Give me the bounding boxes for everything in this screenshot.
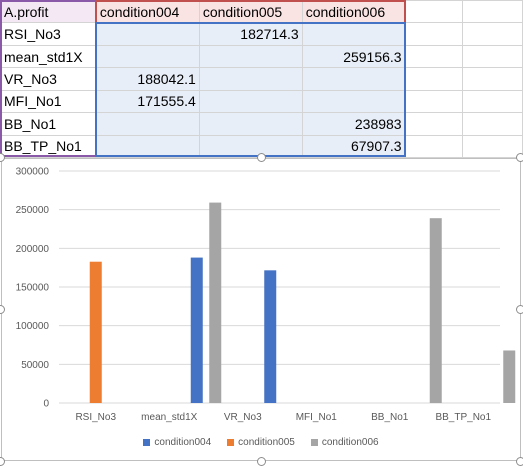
x-tick-label: RSI_No3: [75, 412, 116, 423]
empty-cell[interactable]: [404, 44, 464, 69]
bar-condition006-mean_std1X: [209, 202, 222, 403]
data-cell[interactable]: [198, 134, 303, 159]
x-tick-label: BB_TP_No1: [435, 412, 491, 423]
row-label[interactable]: mean_std1X: [0, 44, 97, 69]
data-cell[interactable]: [198, 67, 303, 91]
chart-plot: 0 50000 100000 150000 200000 250000 300000 RSI_…: [16, 167, 516, 423]
bar-condition006-BB_No1: [429, 218, 442, 403]
resize-handle-middle-right[interactable]: [516, 305, 523, 314]
header-cell-condition004[interactable]: condition004: [95, 0, 200, 24]
legend-item-condition004[interactable]: condition004: [143, 437, 211, 448]
row-label[interactable]: RSI_No3: [0, 22, 97, 46]
x-tick-label: BB_No1: [371, 412, 409, 423]
data-cell[interactable]: 259156.3: [301, 44, 406, 69]
empty-cell[interactable]: [462, 134, 523, 159]
table-row: BB_No1 238983: [0, 112, 523, 136]
legend-swatch: [143, 439, 151, 446]
data-cell[interactable]: 171555.4: [95, 89, 200, 114]
y-tick-label: 200000: [16, 244, 50, 255]
table-row: BB_TP_No1 67907.3: [0, 134, 523, 159]
legend-label: condition006: [321, 437, 379, 448]
data-cell[interactable]: 67907.3: [301, 134, 406, 159]
bar-condition004-MFI_No1: [264, 270, 277, 403]
x-tick-label: VR_No3: [224, 412, 262, 423]
legend-label: condition004: [154, 437, 212, 448]
data-cell[interactable]: [198, 44, 303, 69]
data-cell[interactable]: [95, 134, 200, 159]
header-cell-condition005[interactable]: condition005: [198, 0, 303, 24]
legend-swatch: [310, 439, 318, 446]
table-row: mean_std1X 259156.3: [0, 44, 523, 69]
empty-cell[interactable]: [462, 44, 523, 69]
data-cell[interactable]: [301, 89, 406, 114]
resize-handle-top-center[interactable]: [257, 153, 266, 162]
row-label[interactable]: BB_TP_No1: [0, 134, 97, 159]
empty-cell[interactable]: [404, 112, 464, 136]
data-cell[interactable]: 182714.3: [198, 22, 303, 46]
empty-cell[interactable]: [462, 67, 523, 91]
row-label[interactable]: MFI_No1: [0, 89, 97, 114]
header-cell-condition006[interactable]: condition006: [301, 0, 406, 24]
row-label[interactable]: VR_No3: [0, 67, 97, 91]
resize-handle-middle-left[interactable]: [0, 305, 5, 314]
table-row: MFI_No1 171555.4: [0, 89, 523, 114]
x-tick-label: mean_std1X: [141, 412, 197, 423]
y-tick-label: 50000: [21, 360, 49, 371]
header-cell-a[interactable]: A.profit: [0, 0, 97, 24]
data-cell[interactable]: [95, 22, 200, 46]
y-tick-label: 150000: [16, 283, 50, 294]
spreadsheet-grid: A.profit condition004 condition005 condi…: [0, 0, 523, 159]
table-row: RSI_No3 182714.3: [0, 22, 523, 46]
y-tick-label: 250000: [16, 205, 50, 216]
data-cell[interactable]: [198, 112, 303, 136]
data-cell[interactable]: [301, 22, 406, 46]
row-label[interactable]: BB_No1: [0, 112, 97, 136]
data-cell[interactable]: [301, 67, 406, 91]
empty-cell[interactable]: [462, 0, 523, 24]
x-tick-label: MFI_No1: [296, 412, 338, 423]
legend-item-condition005[interactable]: condition005: [227, 437, 295, 448]
table-row: VR_No3 188042.1: [0, 67, 523, 91]
empty-cell[interactable]: [404, 67, 464, 91]
empty-cell[interactable]: [462, 89, 523, 114]
bar-condition006-BB_TP_No1: [503, 350, 516, 403]
bar-condition004-VR_No3: [190, 257, 203, 403]
y-tick-label: 300000: [16, 167, 50, 178]
empty-cell[interactable]: [404, 0, 464, 24]
data-cell[interactable]: 188042.1: [95, 67, 200, 91]
y-tick-label: 0: [43, 399, 49, 410]
empty-cell[interactable]: [404, 134, 464, 159]
legend-swatch: [227, 439, 235, 446]
empty-cell[interactable]: [404, 89, 464, 114]
bar-chart[interactable]: 0 50000 100000 150000 200000 250000 300000 RSI_…: [1, 158, 521, 461]
empty-cell[interactable]: [404, 22, 464, 46]
bar-condition005-RSI_No3: [89, 261, 102, 403]
empty-cell[interactable]: [462, 22, 523, 46]
data-cell[interactable]: 238983: [301, 112, 406, 136]
data-cell[interactable]: [95, 44, 200, 69]
legend-label: condition005: [238, 437, 295, 448]
legend-item-condition006[interactable]: condition006: [310, 437, 379, 448]
data-cell[interactable]: [95, 112, 200, 136]
resize-handle-top-left[interactable]: [0, 153, 5, 162]
chart-legend: condition004 condition005 condition006: [2, 437, 520, 448]
header-row: A.profit condition004 condition005 condi…: [0, 0, 523, 24]
resize-handle-top-right[interactable]: [516, 153, 523, 162]
y-tick-label: 100000: [16, 321, 50, 332]
data-cell[interactable]: [198, 89, 303, 114]
empty-cell[interactable]: [462, 112, 523, 136]
